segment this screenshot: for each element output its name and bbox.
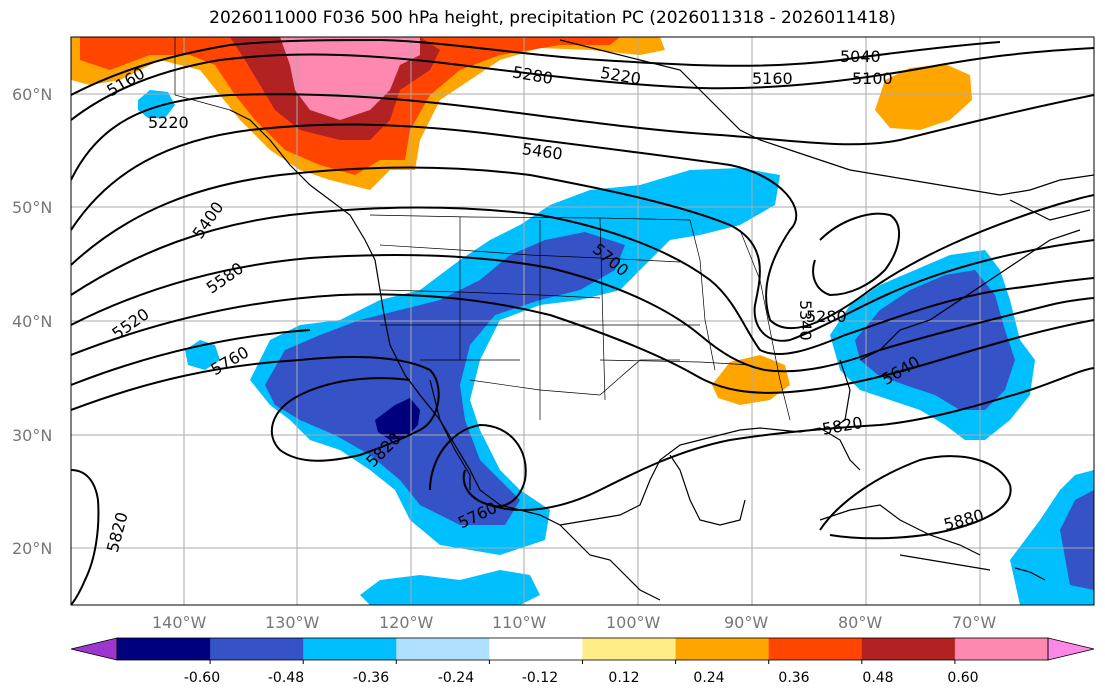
map-title: 2026011000 F036 500 hPa height, precipit… bbox=[209, 8, 896, 28]
precip-negative-patch-3 bbox=[360, 570, 540, 605]
colorbar-tick-label: -0.48 bbox=[268, 670, 304, 686]
colorbar-segment bbox=[210, 638, 304, 660]
height-contours bbox=[71, 38, 1094, 605]
colorbar-tick-label: 0.36 bbox=[778, 670, 809, 686]
lon-label: 90°W bbox=[724, 613, 768, 632]
precip-negative-caribbean-2 bbox=[1060, 490, 1094, 590]
colorbar-tick-label: -0.36 bbox=[353, 670, 389, 686]
lon-label: 70°W bbox=[952, 613, 996, 632]
lat-label: 30°N bbox=[12, 426, 52, 445]
contour-label: 5340 bbox=[796, 300, 815, 341]
lon-label: 110°W bbox=[492, 613, 547, 632]
colorbar-segment bbox=[489, 638, 583, 660]
precip-negative-dark bbox=[375, 398, 420, 440]
lon-label: 120°W bbox=[379, 613, 434, 632]
colorbar-tick-label: -0.60 bbox=[184, 670, 220, 686]
precip-shading bbox=[71, 37, 1094, 605]
colorbar-tick-label: 0.12 bbox=[608, 670, 639, 686]
colorbar-segment bbox=[861, 638, 956, 660]
lat-label: 40°N bbox=[12, 312, 52, 331]
colorbar-tick-label: 0.60 bbox=[947, 670, 978, 686]
colorbar-labels: -0.60 -0.48 -0.36 -0.24 -0.12 0.12 0.24 … bbox=[184, 670, 979, 686]
colorbar-extend-low bbox=[70, 637, 118, 661]
lon-label: 100°W bbox=[606, 613, 661, 632]
lon-label: 130°W bbox=[265, 613, 320, 632]
precip-positive-ne bbox=[875, 64, 972, 130]
colorbar bbox=[70, 637, 1095, 664]
colorbar-tick-label: 0.24 bbox=[693, 670, 724, 686]
precip-negative-east-2 bbox=[855, 270, 1015, 410]
graticule bbox=[71, 37, 1094, 605]
colorbar-tick-label: -0.12 bbox=[522, 670, 558, 686]
borders bbox=[174, 37, 791, 421]
coastlines bbox=[229, 39, 1094, 601]
contour-label: 5100 bbox=[852, 69, 893, 88]
lon-labels: 140°W 130°W 120°W 110°W 100°W 90°W 80°W … bbox=[152, 613, 996, 632]
contour-label: 5040 bbox=[840, 47, 881, 66]
colorbar-segment bbox=[117, 638, 211, 660]
contour-label: 5280 bbox=[806, 307, 847, 326]
contour-label: 5220 bbox=[148, 113, 189, 132]
lat-labels: 60°N 50°N 40°N 30°N 20°N bbox=[12, 85, 52, 558]
map-frame bbox=[70, 36, 1095, 606]
precip-negative-west-2 bbox=[265, 232, 625, 525]
lat-label: 20°N bbox=[12, 539, 52, 558]
colorbar-segment bbox=[582, 638, 677, 660]
colorbar-segment bbox=[675, 638, 770, 660]
colorbar-segment bbox=[954, 638, 1049, 660]
lon-label: 140°W bbox=[152, 613, 207, 632]
colorbar-extend-high bbox=[1047, 637, 1095, 661]
colorbar-tick-label: 0.48 bbox=[862, 670, 893, 686]
lat-label: 60°N bbox=[12, 85, 52, 104]
colorbar-segment bbox=[396, 638, 490, 660]
colorbar-segment bbox=[303, 638, 397, 660]
contour-label: 5160 bbox=[752, 69, 793, 88]
lon-label: 80°W bbox=[838, 613, 882, 632]
colorbar-tick-label: -0.24 bbox=[438, 670, 474, 686]
colorbar-segment bbox=[768, 638, 863, 660]
lat-label: 50°N bbox=[12, 198, 52, 217]
